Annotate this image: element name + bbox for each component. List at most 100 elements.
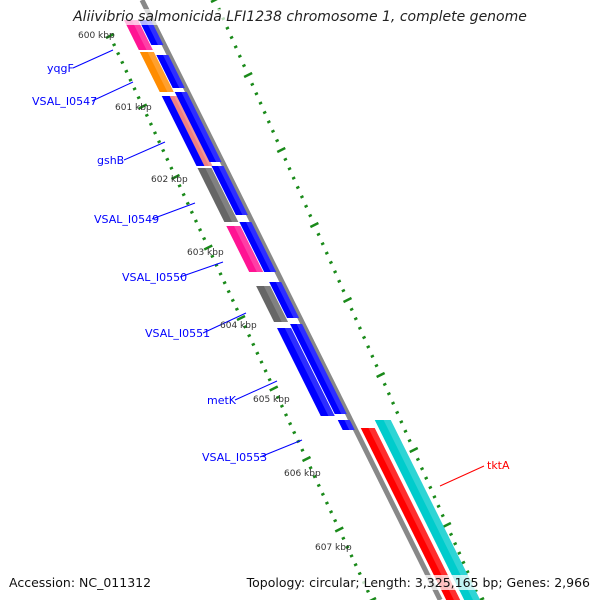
tick-mark-outer xyxy=(465,570,470,574)
tick-mark-inner xyxy=(181,192,186,197)
tick-mark-outer xyxy=(233,45,238,49)
tick-label: 604 kbp xyxy=(220,321,257,331)
tick-mark-inner xyxy=(312,474,317,479)
tick-mark-outer xyxy=(304,204,309,209)
gene-bar-VSAL_I0551[interactable] xyxy=(256,286,289,322)
gene-label-VSAL_I0551[interactable]: VSAL_I0551 xyxy=(145,327,211,340)
gene-bar-forward[interactable] xyxy=(156,55,185,88)
gene-highlight xyxy=(147,52,174,92)
gene-bar-forward[interactable] xyxy=(239,222,277,272)
tick-mark-inner xyxy=(203,244,213,251)
tick-mark-outer xyxy=(291,176,296,180)
tick-mark-inner xyxy=(128,78,133,82)
gene-bar-forward[interactable] xyxy=(337,420,355,430)
gene-bar-forward[interactable] xyxy=(138,20,164,45)
tick-mark-outer xyxy=(254,91,259,96)
gene-label-VSAL_I0553[interactable]: VSAL_I0553 xyxy=(202,451,268,464)
tick-mark-inner xyxy=(157,139,162,144)
gene-label-leader-line xyxy=(179,261,224,278)
gene-highlight xyxy=(284,328,335,416)
gene-label-VSAL_I0549[interactable]: VSAL_I0549 xyxy=(94,213,160,226)
tick-mark-inner xyxy=(234,307,239,312)
gene-bar-VSAL_I0549[interactable] xyxy=(197,168,239,222)
tick-mark-outer xyxy=(276,146,286,154)
tick-mark-inner xyxy=(236,314,246,322)
tick-mark-outer xyxy=(442,521,452,529)
tick-mark-inner xyxy=(226,289,231,294)
tick-mark-outer xyxy=(309,221,319,229)
tick-mark-inner xyxy=(292,430,297,435)
gene-bar-VSAL_I0550[interactable] xyxy=(226,226,264,272)
tick-mark-inner xyxy=(255,351,260,356)
tick-mark-inner xyxy=(218,272,223,276)
gene-label-VSAL_I0550[interactable]: VSAL_I0550 xyxy=(122,271,188,284)
tick-mark-outer xyxy=(420,466,425,471)
tick-mark-outer xyxy=(415,457,420,462)
tick-mark-outer xyxy=(349,307,354,312)
gene-label-leader-line xyxy=(91,81,134,102)
tick-mark-outer xyxy=(424,476,429,480)
tick-label: 605 kbp xyxy=(253,395,290,405)
gene-highlight xyxy=(368,428,461,600)
gene-label-tktA[interactable]: tktA xyxy=(487,459,510,472)
tick-mark-outer xyxy=(370,354,375,359)
tick-mark-inner xyxy=(144,113,149,118)
gene-label-leader-line xyxy=(259,439,303,458)
tick-mark-inner xyxy=(124,69,129,74)
gene-highlight xyxy=(145,20,164,45)
tick-mark-outer xyxy=(333,270,338,274)
gene-label-leader-line xyxy=(202,312,247,334)
tick-mark-inner xyxy=(105,32,115,40)
tick-mark-outer xyxy=(237,54,242,59)
gene-bar-VSAL_I0547[interactable] xyxy=(139,52,174,92)
gene-bar-yqgF[interactable] xyxy=(123,20,153,50)
gene-bar-forward[interactable] xyxy=(290,324,347,414)
accession-text: Accession: NC_011312 xyxy=(9,575,152,590)
tick-mark-outer xyxy=(457,551,462,555)
tick-mark-inner xyxy=(275,395,280,400)
tick-mark-inner xyxy=(357,571,362,576)
gene-label-gshB[interactable]: gshB xyxy=(97,154,125,167)
gene-label-yqgF[interactable]: yqgF xyxy=(47,62,74,75)
tick-mark-inner xyxy=(170,173,181,181)
tick-mark-inner xyxy=(329,510,334,514)
tick-mark-inner xyxy=(316,483,321,488)
gene-bar-forward[interactable] xyxy=(269,282,300,318)
tick-mark-inner xyxy=(300,448,305,453)
tick-mark-outer xyxy=(241,63,247,68)
tick-mark-outer xyxy=(477,596,485,600)
tick-mark-outer xyxy=(362,335,367,340)
tick-mark-inner xyxy=(185,201,190,206)
gene-bar-metK[interactable] xyxy=(277,328,335,416)
tick-mark-inner xyxy=(333,518,338,523)
tick-mark-inner xyxy=(267,377,272,382)
tick-mark-inner xyxy=(320,492,325,497)
gene-bar-forward[interactable] xyxy=(174,92,222,162)
gene-label-metK[interactable]: metK xyxy=(207,394,237,407)
gene-label-VSAL_I0547[interactable]: VSAL_I0547 xyxy=(32,95,98,108)
gene-bar-forward[interactable] xyxy=(211,166,248,215)
tick-mark-inner xyxy=(324,501,329,505)
tick-mark-inner xyxy=(279,404,284,408)
tick-mark-outer xyxy=(403,429,408,434)
tick-mark-outer xyxy=(258,101,263,105)
gene-bar-tktA-red[interactable] xyxy=(360,428,461,600)
gene-bar-tktA-cyan[interactable] xyxy=(374,420,481,600)
tick-mark-inner xyxy=(198,228,203,232)
gene-label-leader-line xyxy=(234,380,278,401)
tick-mark-inner xyxy=(349,554,354,558)
gene-highlight xyxy=(162,55,185,88)
tick-mark-inner xyxy=(284,413,289,417)
tick-mark-outer xyxy=(287,166,292,171)
gene-label-leader-line xyxy=(123,141,166,161)
tick-mark-outer xyxy=(386,391,391,396)
tick-label: 603 kbp xyxy=(187,248,224,258)
tick-mark-outer xyxy=(324,251,329,255)
tick-mark-outer xyxy=(229,35,234,40)
tick-mark-outer xyxy=(432,495,437,499)
tick-mark-outer xyxy=(428,485,433,490)
tick-mark-outer xyxy=(299,195,304,199)
tick-mark-inner xyxy=(153,131,158,135)
tick-mark-inner xyxy=(138,103,148,110)
